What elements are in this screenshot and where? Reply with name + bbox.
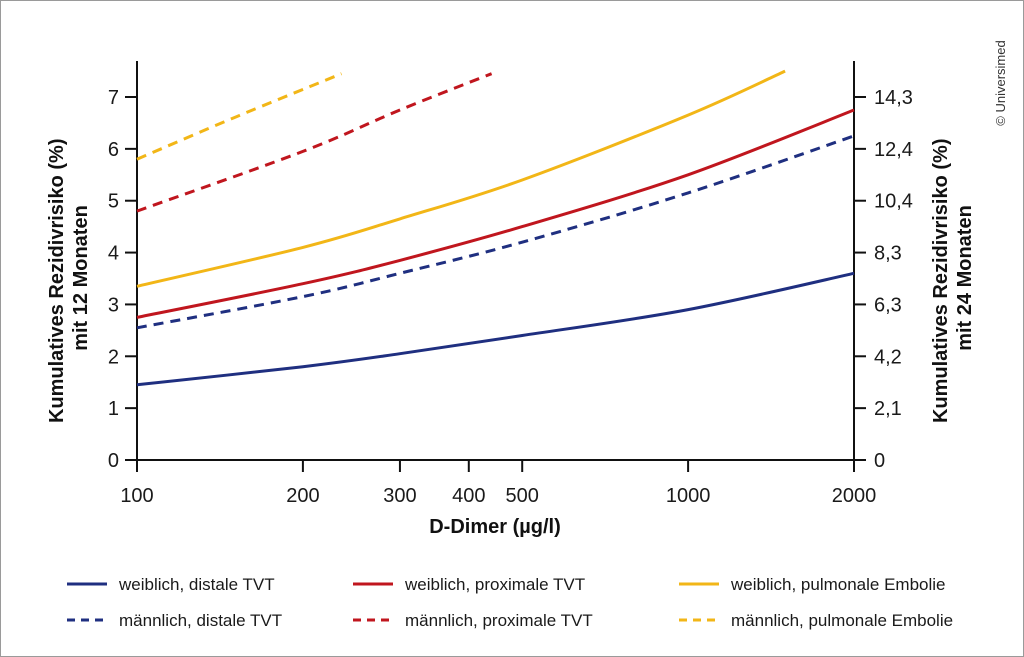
series-line-2 — [136, 108, 855, 319]
x-axis-title: D-Dimer (µg/l) — [429, 516, 561, 538]
legend-label: männlich, proximale TVT — [405, 611, 593, 630]
y-right-tick-label: 0 — [874, 450, 885, 472]
y-left-tick-label: 0 — [108, 450, 119, 472]
y-left-tick-label: 7 — [108, 87, 119, 109]
x-tick-label: 200 — [286, 485, 319, 507]
legend-label: männlich, distale TVT — [119, 611, 282, 630]
copyright-text: © Universimed — [993, 40, 1008, 125]
y-left-tick-label: 1 — [108, 398, 119, 420]
y-right-tick-label: 12,4 — [874, 139, 913, 161]
series-line-6 — [136, 72, 343, 161]
y-right-tick-label: 14,3 — [874, 87, 913, 109]
series-line-5 — [136, 72, 493, 213]
x-tick-label: 500 — [506, 485, 539, 507]
y-right-axis-title-line2: mit 24 Monaten — [954, 205, 976, 351]
x-tick-label: 300 — [383, 485, 416, 507]
axis-labels: D-Dimer (µg/l) Kumulatives Rezidivrisiko… — [46, 40, 1008, 538]
y-left-tick-label: 5 — [108, 191, 119, 213]
y-right-tick-label: 6,3 — [874, 294, 902, 316]
x-tick-label: 100 — [120, 485, 153, 507]
x-tick-label: 1000 — [666, 485, 711, 507]
y-left-tick-label: 2 — [108, 346, 119, 368]
y-right-tick-label: 4,2 — [874, 346, 902, 368]
y-left-tick-label: 6 — [108, 139, 119, 161]
y-right-tick-label: 10,4 — [874, 191, 913, 213]
y-right-axis-title-line1: Kumulatives Rezidivrisiko (%) — [930, 139, 952, 424]
axes: 100 200 300 400 500 1000 2000 0 1 2 3 4 5 6 7 0 2,1 4,2 6,… — [108, 61, 913, 507]
y-left-tick-label: 4 — [108, 243, 119, 265]
y-right-axis-title: Kumulatives Rezidivrisiko (%) mit 24 Mon… — [930, 133, 976, 423]
legend-label: weiblich, distale TVT — [118, 575, 275, 594]
legend-label: weiblich, proximale TVT — [404, 575, 585, 594]
x-tick-label: 400 — [452, 485, 485, 507]
y-left-axis-title-line2: mit 12 Monaten — [70, 205, 92, 351]
legend: weiblich, distale TVT weiblich, proximale… — [67, 575, 953, 630]
series-line-1 — [136, 271, 855, 387]
y-left-tick-label: 3 — [108, 294, 119, 316]
legend-label: weiblich, pulmonale Embolie — [730, 575, 946, 594]
legend-label: männlich, pulmonale Embolie — [731, 611, 953, 630]
y-left-axis-title-line1: Kumulatives Rezidivrisiko (%) — [46, 139, 68, 424]
y-right-tick-label: 2,1 — [874, 398, 902, 420]
x-tick-label: 2000 — [832, 485, 877, 507]
y-right-tick-label: 8,3 — [874, 243, 902, 265]
y-left-axis-title: Kumulatives Rezidivrisiko (%) mit 12 Mon… — [46, 133, 92, 423]
series-line-3 — [136, 69, 786, 288]
series-lines — [136, 69, 855, 387]
